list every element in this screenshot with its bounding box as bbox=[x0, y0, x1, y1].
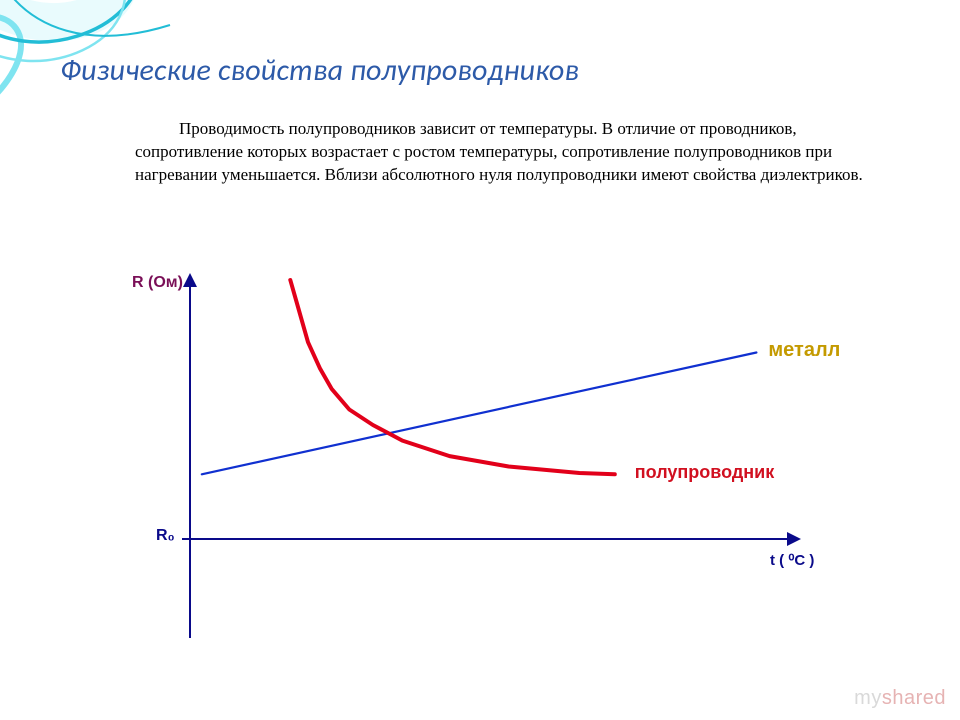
watermark: myshared bbox=[854, 687, 946, 710]
watermark-accent: shared bbox=[882, 687, 946, 709]
slide-root: Физические свойства полупроводников Пров… bbox=[0, 0, 960, 720]
series-label-semiconductor: полупроводник bbox=[635, 462, 774, 483]
series-label-metal: металл bbox=[768, 339, 840, 362]
slide-title: Физические свойства полупроводников bbox=[60, 52, 579, 89]
slide-body-text: Проводимость полупроводников зависит от … bbox=[135, 118, 885, 187]
y-axis-label: R (Ом) bbox=[132, 274, 183, 292]
x-axis-label: t ( ⁰C ) bbox=[770, 551, 814, 569]
watermark-prefix: my bbox=[854, 687, 882, 709]
origin-tick-label: R₀ bbox=[156, 527, 175, 545]
series-metal bbox=[202, 353, 757, 475]
resistance-vs-temperature-chart: R (Ом) t ( ⁰C ) R₀ металл полупроводник bbox=[120, 270, 820, 670]
